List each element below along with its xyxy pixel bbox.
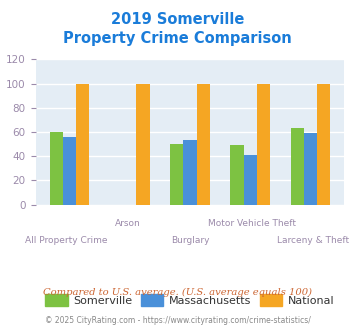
- Bar: [230, 145, 244, 205]
- Text: All Property Crime: All Property Crime: [25, 236, 108, 245]
- Bar: [290, 128, 304, 205]
- Bar: [76, 83, 89, 205]
- Text: Compared to U.S. average. (U.S. average equals 100): Compared to U.S. average. (U.S. average …: [43, 287, 312, 297]
- Bar: [136, 83, 149, 205]
- Bar: [183, 141, 197, 205]
- Bar: [257, 83, 270, 205]
- Text: 2019 Somerville: 2019 Somerville: [111, 12, 244, 26]
- Bar: [304, 133, 317, 205]
- Bar: [317, 83, 330, 205]
- Text: © 2025 CityRating.com - https://www.cityrating.com/crime-statistics/: © 2025 CityRating.com - https://www.city…: [45, 315, 310, 325]
- Text: Motor Vehicle Theft: Motor Vehicle Theft: [208, 219, 296, 228]
- Bar: [170, 144, 183, 205]
- Text: Burglary: Burglary: [171, 236, 209, 245]
- Legend: Somerville, Massachusetts, National: Somerville, Massachusetts, National: [41, 290, 339, 310]
- Bar: [50, 132, 63, 205]
- Text: Arson: Arson: [115, 219, 141, 228]
- Text: Property Crime Comparison: Property Crime Comparison: [63, 31, 292, 46]
- Bar: [63, 137, 76, 205]
- Bar: [244, 155, 257, 205]
- Bar: [197, 83, 210, 205]
- Text: Larceny & Theft: Larceny & Theft: [277, 236, 350, 245]
